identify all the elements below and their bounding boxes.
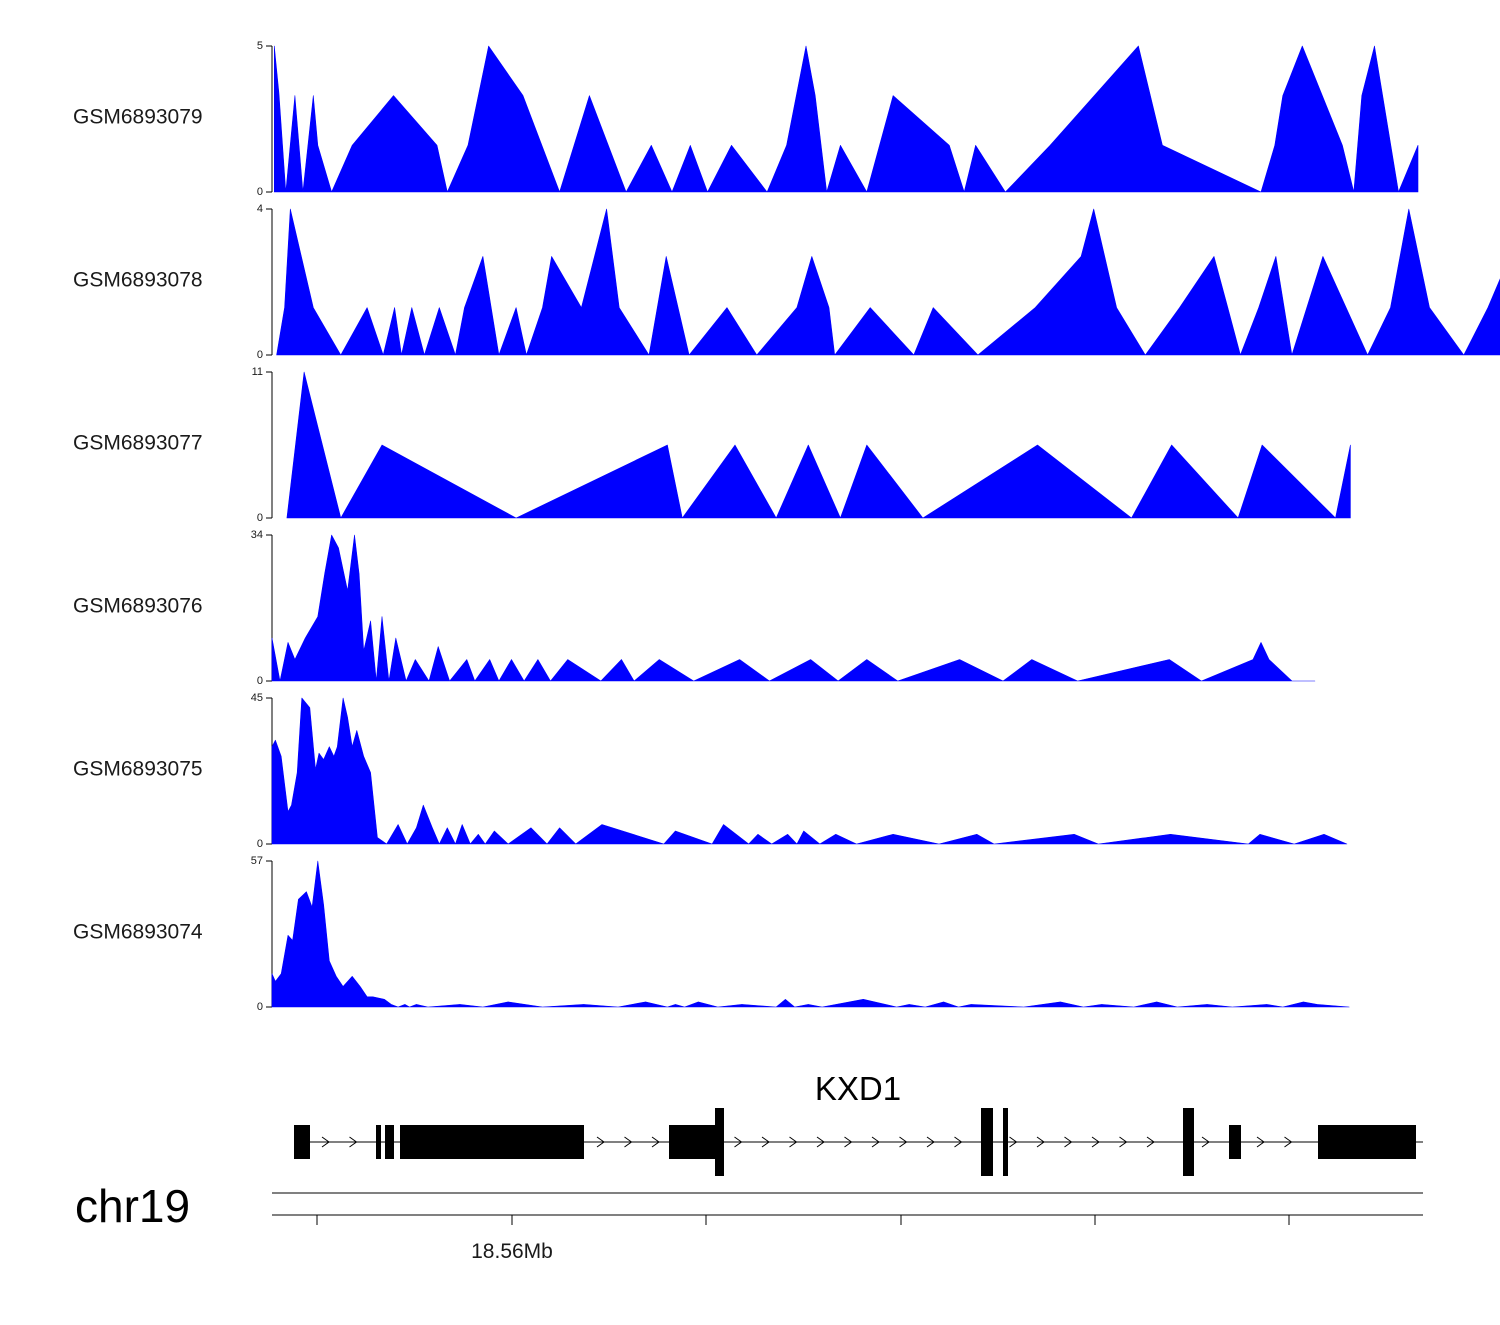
exon (1318, 1125, 1338, 1159)
intron-arrow (651, 1136, 660, 1148)
exon-tall (1183, 1108, 1194, 1176)
y-tick-label-max: 11 (252, 366, 263, 378)
chromosome-label: chr19 (75, 1180, 190, 1232)
track-label: GSM6893079 (73, 106, 203, 129)
exon (385, 1125, 394, 1159)
intron-arrow (1119, 1136, 1128, 1148)
exon (1229, 1125, 1241, 1159)
exon (1338, 1125, 1416, 1159)
y-tick-label-zero: 0 (257, 512, 263, 524)
intron-arrow (954, 1136, 963, 1148)
intron-arrow (1009, 1136, 1018, 1148)
intron-arrow (844, 1136, 853, 1148)
intron-arrow (321, 1136, 330, 1148)
track-label: GSM6893074 (73, 921, 203, 944)
track-label: GSM6893078 (73, 269, 203, 292)
y-tick-label-max: 34 (251, 529, 263, 541)
track-GSM6893077: GSM6893077 11 0 (73, 366, 1351, 524)
exon (294, 1125, 310, 1159)
track-GSM6893078: GSM6893078 4 0 (73, 203, 1500, 361)
exon (669, 1125, 715, 1159)
y-tick-label-zero: 0 (257, 186, 263, 198)
y-tick-label-max: 5 (257, 40, 263, 52)
y-tick-label-zero: 0 (257, 1001, 263, 1013)
intron-arrow (624, 1136, 633, 1148)
intron-arrow (789, 1136, 798, 1148)
intron-arrow (761, 1136, 770, 1148)
exon (376, 1125, 381, 1159)
y-tick-label-zero: 0 (257, 838, 263, 850)
coverage-area (276, 208, 1500, 356)
intron-arrow (1284, 1136, 1293, 1148)
intron-arrow (899, 1136, 908, 1148)
track-GSM6893076: GSM6893076 34 0 (73, 529, 1316, 687)
exon (400, 1125, 584, 1159)
intron-arrow (1256, 1136, 1265, 1148)
exons (294, 1108, 1416, 1176)
track-GSM6893074: GSM6893074 57 0 (73, 855, 1350, 1013)
intron-arrow (349, 1136, 358, 1148)
coverage-area (271, 697, 1348, 845)
coverage-area (274, 45, 1419, 193)
track-label: GSM6893077 (73, 432, 203, 455)
gene-model: KXD1 (294, 1070, 1423, 1176)
intron-arrows (321, 1136, 1293, 1148)
track-label: GSM6893076 (73, 595, 203, 618)
exon-tall (1003, 1108, 1008, 1176)
y-tick-label-max: 57 (251, 855, 263, 867)
y-tick-label-max: 4 (257, 203, 263, 215)
intron-arrow (596, 1136, 605, 1148)
intron-arrow (1146, 1136, 1155, 1148)
intron-arrow (1091, 1136, 1100, 1148)
axis-ticks (316, 1215, 1290, 1225)
intron-arrow (871, 1136, 880, 1148)
y-tick-label-max: 45 (251, 692, 263, 704)
intron-arrow (1201, 1136, 1210, 1148)
exon-tall (981, 1108, 993, 1176)
y-tick-label-zero: 0 (257, 349, 263, 361)
coverage-area (286, 371, 1351, 519)
coverage-tracks: GSM689307950GSM689307840GSM6893077110GSM… (73, 40, 1500, 1013)
coordinate-tick-label: 18.56Mb (471, 1240, 553, 1263)
exon-tall (715, 1108, 724, 1176)
track-GSM6893079: GSM6893079 5 0 (73, 40, 1419, 198)
intron-arrow (734, 1136, 743, 1148)
intron-arrow (926, 1136, 935, 1148)
coverage-area (271, 534, 1316, 682)
coverage-area (271, 860, 1350, 1008)
track-label: GSM6893075 (73, 758, 203, 781)
track-GSM6893075: GSM6893075 45 0 (73, 692, 1348, 850)
intron-arrow (1064, 1136, 1073, 1148)
y-tick-label-zero: 0 (257, 675, 263, 687)
intron-arrow (1036, 1136, 1045, 1148)
genome-axis: 18.56Mb (272, 1192, 1423, 1263)
gene-name-label: KXD1 (815, 1070, 901, 1107)
intron-arrow (816, 1136, 825, 1148)
